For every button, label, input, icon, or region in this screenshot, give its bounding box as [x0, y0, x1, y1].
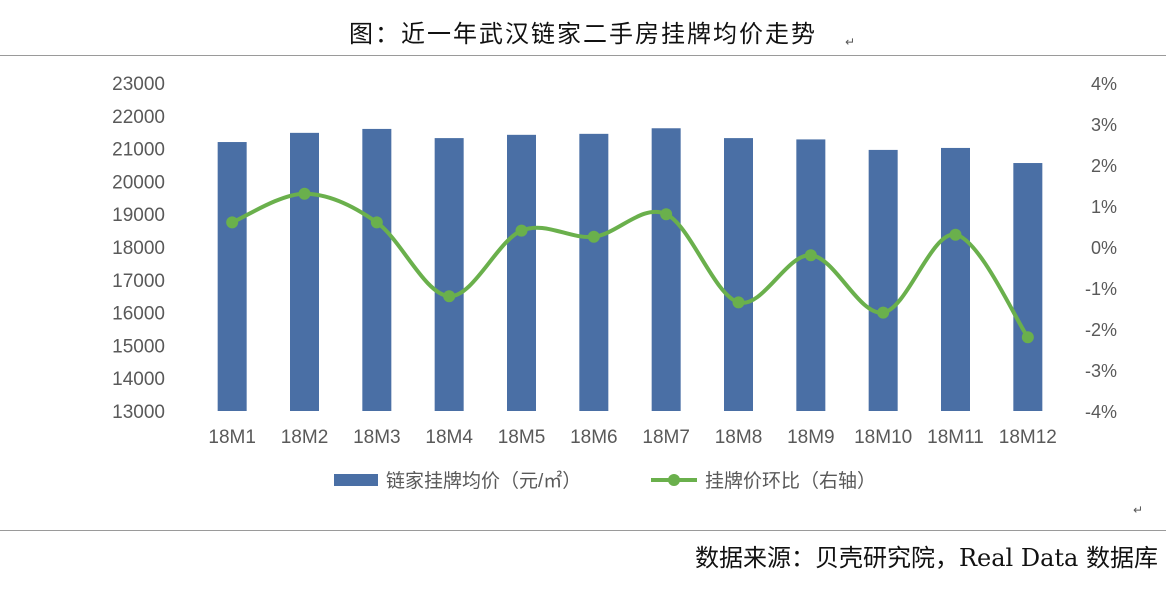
y-right-tick-label: -2%	[1085, 320, 1117, 340]
paragraph-mark-icon: ↵	[845, 35, 856, 49]
x-tick-label: 18M11	[927, 427, 984, 448]
bar	[941, 147, 970, 411]
legend-swatch-bar	[334, 474, 378, 486]
y-right-tick-label: 1%	[1091, 197, 1117, 217]
y-left-tick-label: 15000	[112, 336, 165, 357]
x-tick-label: 18M3	[353, 427, 401, 448]
bottom-divider	[0, 530, 1166, 531]
paragraph-mark-icon: ↵	[1133, 503, 1144, 517]
x-tick-label: 18M5	[498, 427, 546, 448]
line-point	[298, 187, 311, 200]
bar	[507, 134, 536, 411]
line-point	[443, 290, 456, 303]
y-left-tick-label: 19000	[112, 205, 165, 226]
data-source: 数据来源：贝壳研究院，Real Data 数据库	[694, 544, 1158, 572]
line-point	[1021, 331, 1034, 344]
x-tick-label: 18M2	[281, 427, 329, 448]
x-tick-label: 18M8	[715, 427, 763, 448]
legend-label: 链家挂牌均价（元/㎡）	[386, 469, 581, 492]
bar	[434, 138, 464, 411]
x-tick-label: 18M12	[999, 427, 1057, 448]
bar	[651, 128, 681, 411]
y-left-tick-label: 14000	[112, 369, 165, 390]
line-point	[370, 216, 383, 229]
line-point	[949, 228, 962, 241]
bar	[290, 132, 319, 411]
x-tick-label: 18M1	[208, 427, 256, 448]
bar	[362, 128, 392, 412]
line-point	[515, 224, 528, 237]
line-point	[587, 230, 600, 243]
y-right-tick-label: -4%	[1085, 402, 1117, 422]
bar	[724, 138, 753, 411]
chart-title: 图：近一年武汉链家二手房挂牌均价走势	[349, 20, 817, 48]
y-right-tick-label: 4%	[1091, 74, 1117, 94]
line-point	[660, 208, 673, 221]
y-right-tick-label: -1%	[1085, 279, 1117, 299]
y-right-tick-label: 2%	[1091, 156, 1117, 176]
x-tick-label: 18M10	[854, 427, 912, 448]
y-right-tick-label: -3%	[1085, 361, 1117, 381]
bar	[796, 139, 826, 411]
y-right-tick-label: 3%	[1091, 115, 1117, 135]
y-left-tick-label: 18000	[112, 238, 165, 259]
y-right-tick-label: 0%	[1091, 238, 1117, 258]
y-left-tick-label: 13000	[112, 402, 165, 423]
chart-svg: 13000 14000 15000 16000 17000 18000 19000 20000…	[112, 74, 1117, 492]
y-left-tick-label: 16000	[112, 304, 165, 325]
series-line	[230, 191, 1030, 340]
line-point	[226, 216, 239, 229]
line-point	[732, 296, 745, 309]
y-left-tick-label: 21000	[112, 140, 165, 161]
legend-label: 挂牌价环比（右轴）	[705, 470, 876, 492]
line-point	[804, 249, 817, 262]
bar	[868, 149, 898, 412]
y-left-tick-label: 23000	[112, 74, 165, 95]
top-divider	[0, 55, 1166, 56]
x-tick-label: 18M7	[642, 427, 690, 448]
x-tick-label: 18M9	[787, 427, 835, 448]
bar	[579, 133, 609, 411]
legend-swatch-point	[668, 474, 680, 486]
bar	[1013, 163, 1043, 411]
y-left-tick-label: 20000	[112, 172, 165, 193]
y-left-tick-label: 22000	[112, 107, 165, 128]
x-tick-label: 18M6	[570, 427, 618, 448]
bar	[217, 142, 247, 412]
line-point	[877, 306, 890, 319]
x-tick-label: 18M4	[425, 427, 473, 448]
y-left-tick-label: 17000	[112, 271, 165, 292]
